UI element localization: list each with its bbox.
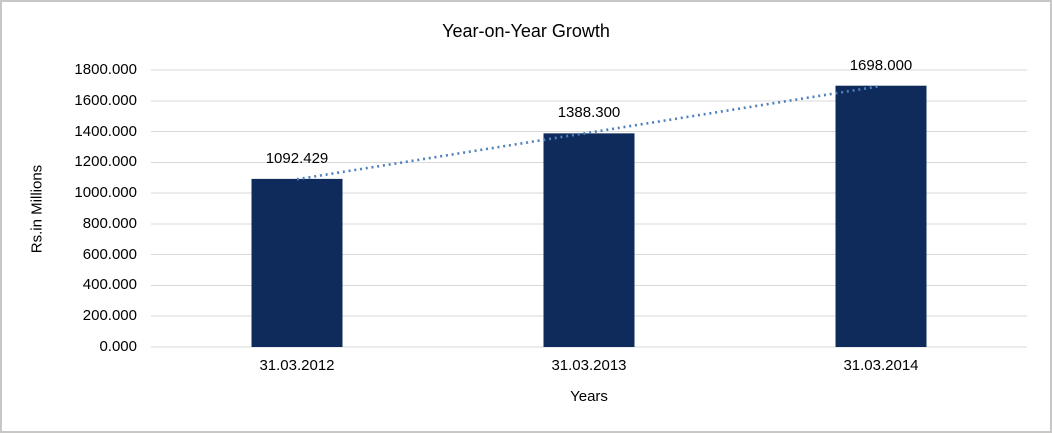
bar-value-label: 1698.000 [849, 56, 913, 74]
bar-31.03.2012 [251, 178, 343, 347]
x-tick-label: 31.03.2012 [259, 357, 335, 374]
x-tick-label: 31.03.2013 [551, 357, 627, 374]
y-tick-label: 0.000 [99, 338, 137, 355]
bar-value-label: 1388.300 [557, 104, 621, 122]
x-tick-label: 31.03.2014 [843, 357, 919, 374]
y-tick-label: 1000.000 [74, 184, 137, 202]
y-tick-label: 800.000 [82, 214, 137, 232]
bar-value-label: 1092.429 [265, 149, 329, 167]
y-tick-label: 1400.000 [74, 122, 137, 140]
y-tick-label: 1800.000 [74, 61, 137, 78]
bar-31.03.2013 [543, 133, 635, 347]
y-tick-label: 400.000 [82, 276, 137, 294]
y-tick-label: 1200.000 [74, 153, 137, 171]
chart-title: Year-on-Year Growth [442, 21, 610, 41]
y-tick-label: 1600.000 [74, 91, 137, 109]
x-axis-title: Years [570, 388, 608, 405]
y-tick-label: 200.000 [82, 307, 137, 325]
bar-31.03.2014 [835, 85, 927, 348]
y-tick-label: 600.000 [82, 245, 137, 263]
